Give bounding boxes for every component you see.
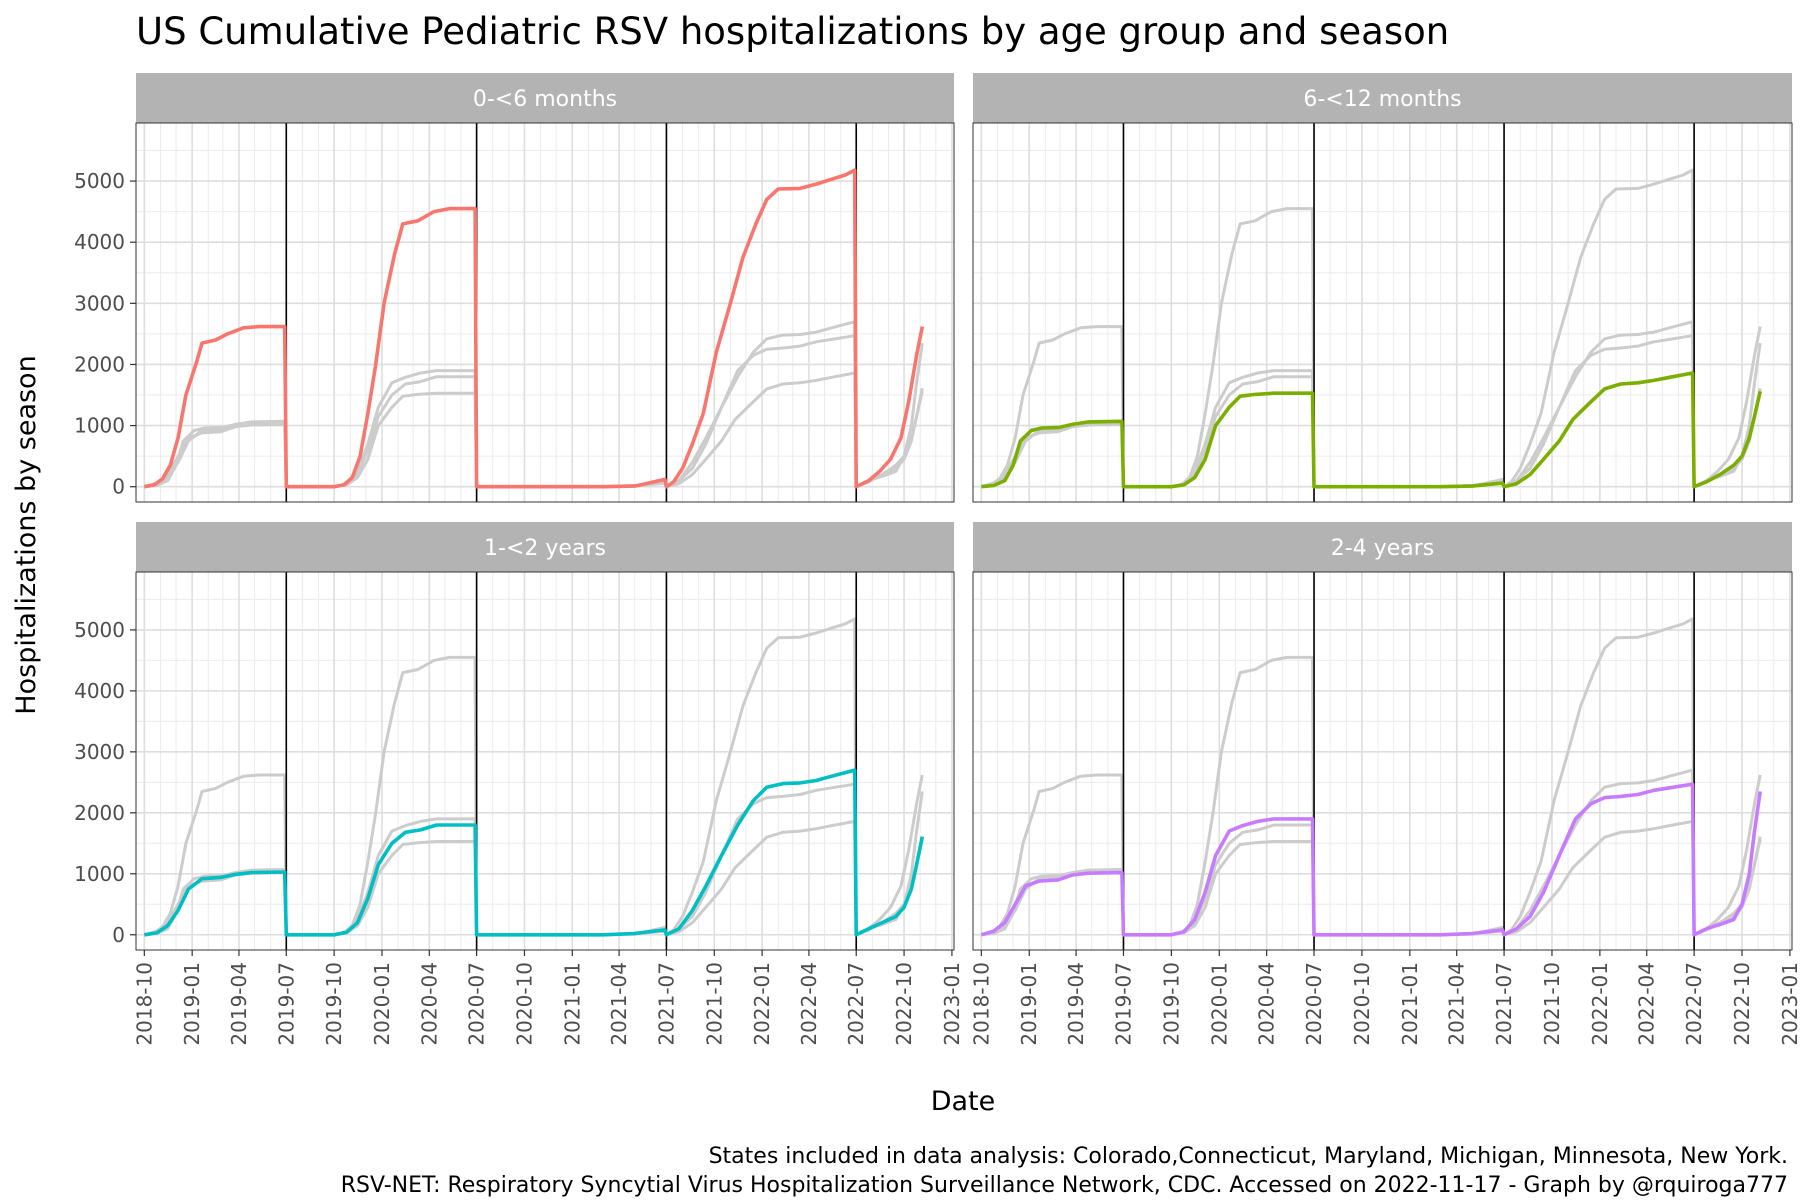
y-tick-label: 4000 (74, 679, 125, 703)
x-tick-label: 2019-04 (1064, 962, 1088, 1046)
series-line-highlight (144, 768, 925, 937)
y-axis-title: Hospitalizations by season (11, 355, 42, 714)
x-tick-label: 2020-07 (1302, 962, 1326, 1046)
facet-strip-label: 2-4 years (1331, 536, 1434, 561)
y-tick-label: 1000 (74, 862, 125, 886)
panel-background (136, 572, 954, 950)
facet-panel: 1-<2 years 0 1000 2000 3000 4000 5000 2018-10 20… (74, 522, 964, 1046)
facet-strip (136, 522, 954, 572)
series-line-highlight (981, 371, 1762, 489)
x-tick-label: 2019-07 (1111, 962, 1135, 1046)
x-tick-label: 2018-10 (969, 962, 993, 1046)
x-tick-label: 2020-04 (1255, 962, 1279, 1046)
facet-strip-label: 0-<6 months (473, 87, 617, 112)
x-tick-label: 2019-01 (1017, 962, 1041, 1046)
facet-strip (973, 522, 1792, 572)
x-tick-label: 2020-04 (417, 962, 441, 1046)
panel-background (973, 572, 1792, 950)
caption-line-1: States included in data analysis: Colora… (709, 1144, 1788, 1169)
x-tick-label: 2021-04 (607, 962, 631, 1046)
facet-strip-label: 1-<2 years (484, 536, 606, 561)
y-tick-label: 5000 (74, 618, 125, 642)
x-tick-label: 2019-10 (1159, 962, 1183, 1046)
series-line-highlight (143, 168, 925, 489)
panel-border (972, 571, 1793, 951)
facet-panel: 6-<12 months (972, 73, 1793, 503)
x-tick-label: 2023-01 (1778, 962, 1800, 1046)
x-tick-label: 2022-04 (1635, 962, 1659, 1046)
y-tick-label: 5000 (74, 169, 125, 193)
x-tick-label: 2019-01 (180, 962, 204, 1046)
facet-strip-label: 6-<12 months (1303, 87, 1461, 112)
facet-panel: 2-4 years 2018-10 2019-01 2019-04 2019-07 201… (969, 522, 1800, 1046)
series-line-highlight (980, 782, 1762, 937)
panel-border (135, 122, 955, 503)
x-tick-label: 2021-10 (1540, 962, 1564, 1046)
x-tick-label: 2023-01 (940, 962, 964, 1046)
y-tick-label: 4000 (74, 230, 125, 254)
panel-background (973, 123, 1792, 502)
x-tick-label: 2021-07 (1492, 962, 1516, 1046)
facet-panels: 0-<6 months 0 1000 2000 3000 4000 5000 6-<12 mo… (74, 73, 1800, 1046)
x-tick-label: 2020-07 (465, 962, 489, 1046)
x-tick-label: 2018-10 (132, 962, 156, 1046)
y-tick-label: 1000 (74, 414, 125, 438)
facet-panel: 0-<6 months 0 1000 2000 3000 4000 5000 (74, 73, 955, 503)
y-tick-label: 2000 (74, 352, 125, 376)
y-tick-label: 3000 (74, 740, 125, 764)
x-tick-label: 2021-01 (560, 962, 584, 1046)
x-tick-label: 2019-04 (227, 962, 251, 1046)
y-tick-label: 0 (112, 475, 125, 499)
x-tick-label: 2022-10 (1730, 962, 1754, 1046)
x-axis-title: Date (931, 1086, 996, 1117)
panel-border (972, 122, 1793, 503)
x-tick-label: 2022-04 (797, 962, 821, 1046)
y-tick-label: 0 (112, 923, 125, 947)
x-tick-label: 2022-10 (892, 962, 916, 1046)
panel-background (136, 123, 954, 502)
x-tick-label: 2022-07 (1682, 962, 1706, 1046)
x-tick-label: 2021-10 (702, 962, 726, 1046)
x-tick-label: 2019-10 (322, 962, 346, 1046)
x-tick-label: 2021-01 (1398, 962, 1422, 1046)
x-tick-label: 2020-10 (1350, 962, 1374, 1046)
x-tick-label: 2020-01 (1207, 962, 1231, 1046)
x-tick-label: 2022-01 (750, 962, 774, 1046)
x-tick-label: 2021-07 (654, 962, 678, 1046)
facet-strip (973, 73, 1792, 123)
x-tick-label: 2022-01 (1588, 962, 1612, 1046)
chart-title: US Cumulative Pediatric RSV hospitalizat… (136, 10, 1449, 53)
x-tick-label: 2020-01 (370, 962, 394, 1046)
facet-strip (136, 73, 954, 123)
caption-line-2: RSV-NET: Respiratory Syncytial Virus Hos… (341, 1173, 1788, 1198)
panel-border (135, 571, 955, 951)
x-tick-label: 2019-07 (274, 962, 298, 1046)
y-tick-label: 2000 (74, 801, 125, 825)
x-tick-label: 2022-07 (844, 962, 868, 1046)
x-tick-label: 2020-10 (512, 962, 536, 1046)
x-tick-label: 2021-04 (1445, 962, 1469, 1046)
y-tick-label: 3000 (74, 291, 125, 315)
